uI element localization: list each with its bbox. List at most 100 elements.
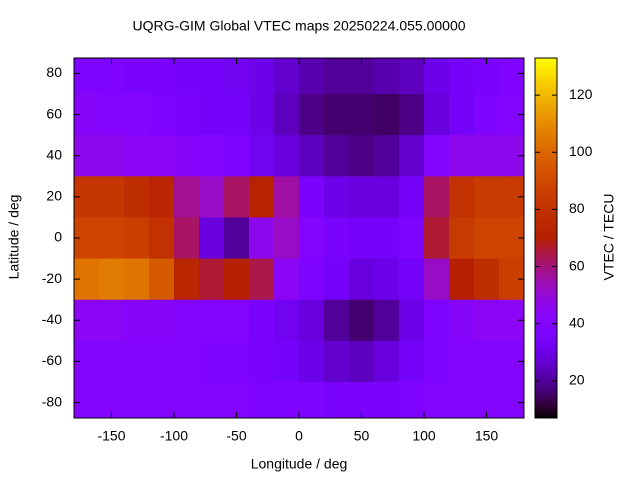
y-tick-label: 60 (46, 105, 62, 121)
x-tick-label: 100 (412, 428, 436, 444)
colorbar-tick-label: 100 (569, 143, 593, 159)
heatmap-cell (149, 176, 175, 218)
heatmap-cell (424, 176, 450, 218)
heatmap-cell (424, 382, 450, 418)
heatmap-cell (124, 258, 150, 301)
heatmap-cell (224, 217, 250, 260)
colorbar-tick-label: 80 (569, 200, 585, 216)
heatmap-cell (199, 340, 225, 383)
heatmap-cell (224, 340, 250, 383)
heatmap-cell (124, 94, 150, 136)
heatmap-cell (274, 382, 300, 418)
heatmap-cell (274, 299, 300, 342)
heatmap-cell (124, 217, 150, 260)
heatmap-cell (499, 58, 524, 95)
heatmap-cell (299, 135, 325, 177)
heatmap-cell (424, 135, 450, 177)
heatmap-cell (199, 176, 225, 218)
heatmap-cell (174, 340, 200, 383)
heatmap-cell (349, 340, 375, 383)
heatmap-cell (249, 94, 275, 136)
heatmap-cell (174, 94, 200, 136)
heatmap-cell (274, 94, 300, 136)
colorbar-tick-label: 40 (569, 314, 585, 330)
heatmap-cell (99, 299, 125, 342)
heatmap-cell (399, 58, 425, 95)
heatmap-cell (324, 58, 350, 95)
heatmap-cell (399, 340, 425, 383)
heatmap-cell (474, 58, 500, 95)
colorbar-tick-label: 60 (569, 257, 585, 273)
heatmap-cell (99, 258, 125, 301)
heatmap-cell (99, 340, 125, 383)
x-tick-label: -100 (160, 428, 188, 444)
heatmap-cell (374, 258, 400, 301)
heatmap-cell (199, 217, 225, 260)
heatmap-cell (324, 258, 350, 301)
heatmap-cell (499, 382, 524, 418)
heatmap-cell (374, 135, 400, 177)
y-tick-label: 40 (46, 146, 62, 162)
heatmap-cell (324, 94, 350, 136)
heatmap-cell (124, 58, 150, 95)
heatmap-cell (349, 299, 375, 342)
heatmap-cell (224, 94, 250, 136)
heatmap-cell (299, 382, 325, 418)
x-tick-label: -150 (97, 428, 125, 444)
heatmap-cell (324, 299, 350, 342)
heatmap-cell (124, 299, 150, 342)
heatmap-cell (449, 299, 475, 342)
heatmap-cell (274, 176, 300, 218)
x-tick-label: 0 (295, 428, 303, 444)
heatmap-cell (249, 299, 275, 342)
heatmap-cell (149, 135, 175, 177)
heatmap-cell (274, 258, 300, 301)
heatmap-cell (474, 94, 500, 136)
colorbar-label: VTEC / TECU (601, 194, 617, 281)
heatmap-cell (199, 94, 225, 136)
heatmap-cell (99, 58, 125, 95)
heatmap-cell (249, 135, 275, 177)
heatmap-cell (299, 299, 325, 342)
heatmap-cell (474, 217, 500, 260)
heatmap-cell (374, 217, 400, 260)
heatmap-cell (474, 258, 500, 301)
heatmap-cell (399, 382, 425, 418)
heatmap-cell (324, 135, 350, 177)
heatmap-cell (174, 217, 200, 260)
heatmap-cell (249, 58, 275, 95)
heatmap-cell (249, 340, 275, 383)
heatmap (74, 58, 524, 418)
heatmap-cell (124, 176, 150, 218)
x-tick-label: 50 (354, 428, 370, 444)
heatmap-cell (374, 94, 400, 136)
heatmap-cell (274, 135, 300, 177)
heatmap-cell (474, 135, 500, 177)
heatmap-cell (174, 382, 200, 418)
heatmap-cell (449, 58, 475, 95)
y-tick-label: 80 (46, 64, 62, 80)
heatmap-cell (99, 94, 125, 136)
heatmap-cell (449, 217, 475, 260)
heatmap-cell (249, 258, 275, 301)
heatmap-cell (174, 135, 200, 177)
y-axis-label: Latitude / deg (6, 195, 22, 280)
y-tick-label: 20 (46, 188, 62, 204)
heatmap-cell (274, 340, 300, 383)
heatmap-cell (399, 258, 425, 301)
heatmap-cell (99, 176, 125, 218)
heatmap-cell (174, 58, 200, 95)
heatmap-cell (74, 382, 100, 418)
x-tick-label: -50 (226, 428, 246, 444)
heatmap-cell (324, 340, 350, 383)
heatmap-cell (199, 58, 225, 95)
heatmap-cell (149, 58, 175, 95)
heatmap-cell (149, 340, 175, 383)
heatmap-cell (224, 299, 250, 342)
colorbar-tick-label: 120 (569, 86, 593, 102)
heatmap-cell (149, 94, 175, 136)
heatmap-cell (149, 299, 175, 342)
heatmap-cell (174, 258, 200, 301)
heatmap-cell (399, 94, 425, 136)
heatmap-cell (99, 217, 125, 260)
